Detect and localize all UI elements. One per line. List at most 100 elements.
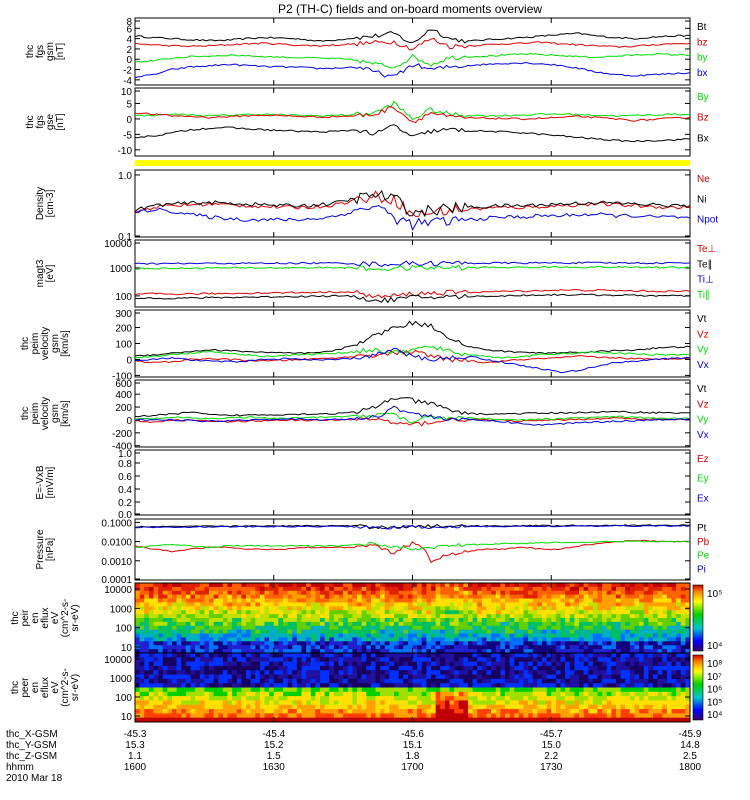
heatmap-cell [167,657,173,662]
heatmap-cell [301,614,307,619]
heatmap-cell [407,653,413,658]
heatmap-cell [579,665,584,671]
heatmap-cell [361,625,367,630]
heatmap-cell [255,602,261,607]
heatmap-cell [643,602,649,607]
heatmap-cell [532,594,538,599]
heatmap-cell [139,629,145,634]
heatmap-cell [209,661,214,667]
heatmap-cell [532,606,538,611]
heatmap-cell [653,633,658,638]
heatmap-cell [500,696,506,701]
heatmap-cell [172,594,177,599]
heatmap-cell [505,583,510,588]
heatmap-cell [560,700,566,706]
heatmap-cell [236,610,242,615]
heatmap-cell [509,661,515,667]
heatmap-cell [518,610,524,615]
heatmap-cell [528,653,534,658]
heatmap-cell [366,586,372,592]
heatmap-cell [195,683,201,688]
heatmap-cell [218,590,224,595]
heatmap-cell [269,649,275,654]
heatmap-cell [444,674,450,680]
heatmap-cell [250,625,256,630]
heatmap-cell [528,583,534,588]
heatmap-cell [366,610,372,615]
heatmap-cell [218,683,224,688]
heatmap-cell [472,629,478,634]
heatmap-cell [236,704,242,710]
heatmap-cell [292,602,298,607]
heatmap-cell [680,678,686,684]
heatmap-cell [347,717,353,723]
heatmap-cell [486,625,492,630]
heatmap-cell [565,637,571,642]
heatmap-cell [273,691,279,697]
heatmap-cell [167,637,173,642]
heatmap-cell [629,683,635,688]
heatmap-cell [241,641,247,646]
heatmap-cell [389,606,395,611]
heatmap-cell [310,704,316,710]
heatmap-cell [246,709,251,714]
heatmap-cell [347,687,353,693]
heatmap-cell [320,629,325,634]
heatmap-cell [657,586,663,592]
heatmap-cell [195,614,201,619]
heatmap-cell [542,709,547,714]
heatmap-cell [296,637,302,642]
heatmap-cell [426,606,432,611]
heatmap-cell [324,649,330,654]
heatmap-cell [213,614,219,619]
heatmap-cell [537,657,543,662]
heatmap-cell [236,713,242,718]
heatmap-cell [283,700,288,706]
heatmap-cell [648,661,654,667]
heatmap-cell [199,645,205,650]
heatmap-cell [213,713,219,718]
heatmap-cell [343,696,349,701]
heatmap-cell [639,696,645,701]
heatmap-cell [361,665,367,671]
heatmap-cell [680,709,686,714]
heatmap-cell [426,713,432,718]
heatmap-cell [491,633,497,638]
heatmap-cell [592,687,598,693]
heatmap-cell [518,621,524,627]
heatmap-cell [283,625,288,630]
heatmap-cell [435,709,441,714]
heatmap-cell [250,610,256,615]
heatmap-cell [685,687,691,693]
heatmap-cell [352,661,358,667]
heatmap-cell [505,610,510,615]
heatmap-cell [583,683,589,688]
heatmap-cell [518,633,524,638]
heatmap-cell [454,637,460,642]
heatmap-cell [148,713,154,718]
heatmap-cell [440,625,446,630]
heatmap-cell [634,653,640,658]
heatmap-cell [454,641,460,646]
heatmap-cell [232,629,238,634]
heatmap-cell [361,618,367,623]
heatmap-cell [287,625,293,630]
heatmap-cell [458,610,464,615]
heatmap-cell [666,637,672,642]
heatmap-cell [417,653,423,658]
heatmap-cell [588,583,594,588]
heatmap-cell [657,683,663,688]
heatmap-cell [676,590,682,595]
heatmap-cell [181,661,187,667]
ytick-label: -100 [112,371,132,382]
heatmap-cell [440,709,446,714]
heatmap-cell [370,717,376,723]
heatmap-cell [158,713,164,718]
ytick-label: 10 [121,87,133,98]
heatmap-cell [172,661,177,667]
heatmap-cell [616,637,621,642]
heatmap-cell [574,687,580,693]
heatmap-cell [264,649,270,654]
heatmap-cell [514,717,520,723]
heatmap-cell [181,621,187,627]
